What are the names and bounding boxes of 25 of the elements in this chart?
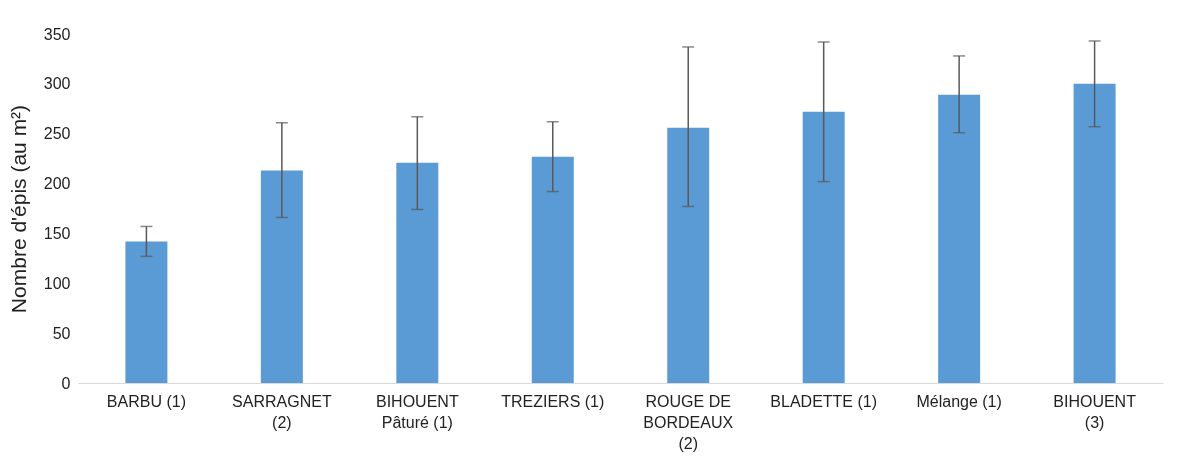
bar	[260, 170, 303, 383]
y-tick-label: 100	[43, 274, 71, 292]
y-axis-title: Nombre d'épis (au m²)	[6, 104, 30, 314]
y-tick-label: 250	[43, 125, 71, 143]
y-tick-label: 200	[43, 175, 71, 193]
x-tick-label: ROUGE DE BORDEAUX (2)	[643, 392, 734, 452]
x-tick-label: SARRAGNET (2)	[232, 392, 332, 431]
bar	[531, 156, 574, 383]
x-tick-label: BARBU (1)	[106, 392, 186, 410]
y-tick-label: 350	[43, 25, 71, 43]
x-tick-label: BIHOUENT (3)	[1053, 392, 1137, 431]
bar	[938, 94, 981, 383]
x-tick-label: TREZIERS (1)	[501, 392, 605, 410]
y-tick-label: 300	[43, 75, 71, 93]
bar	[802, 111, 845, 383]
bar	[1073, 83, 1116, 383]
bar	[667, 127, 710, 383]
y-tick-label: 50	[52, 324, 71, 342]
x-tick-label: BIHOUENT Pâturé (1)	[375, 392, 459, 431]
y-tick-label: 0	[61, 374, 71, 392]
x-tick-label: Mélange (1)	[916, 392, 1002, 410]
bar	[396, 162, 439, 383]
bar	[125, 241, 168, 383]
y-tick-label: 150	[43, 224, 71, 242]
x-tick-label: BLADETTE (1)	[770, 392, 878, 410]
